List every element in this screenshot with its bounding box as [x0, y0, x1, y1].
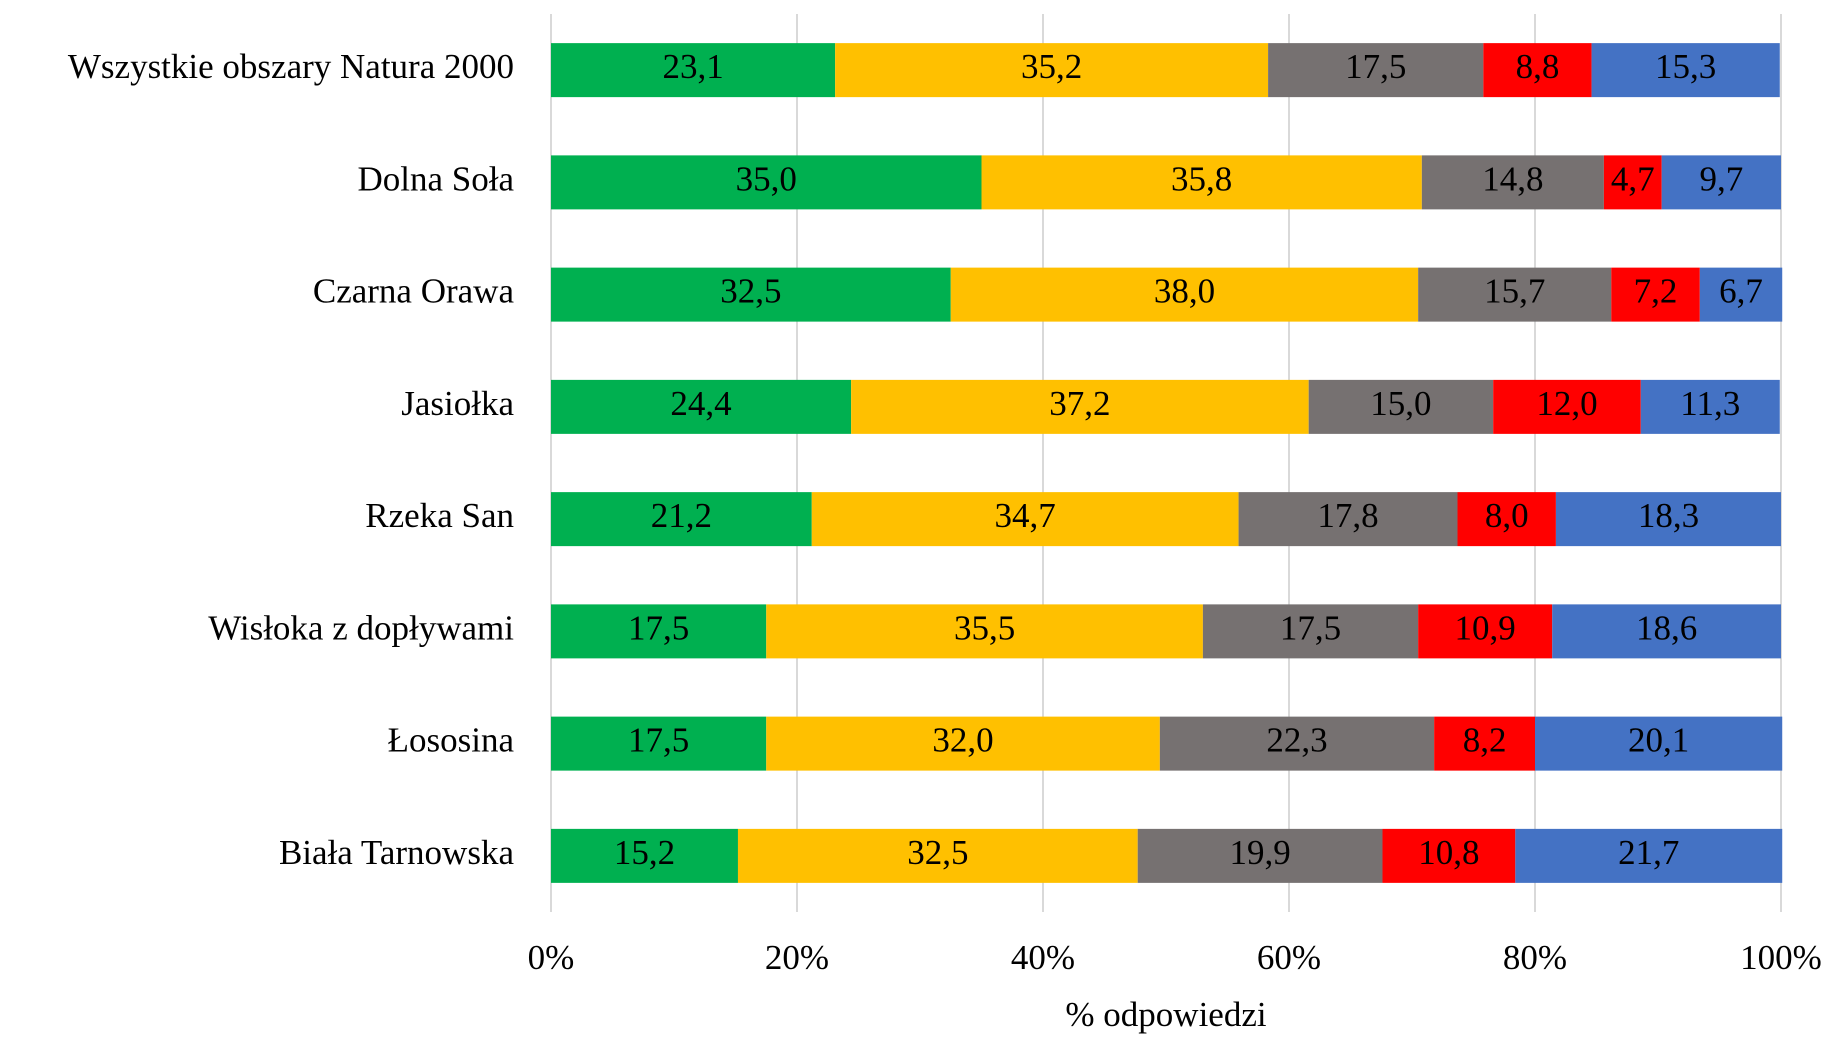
bar-segment	[551, 492, 812, 547]
bar-segment	[551, 716, 767, 771]
data-label: 19,9	[1229, 833, 1290, 872]
y-tick-label: Rzeka San	[365, 496, 514, 535]
y-tick-label: Biała Tarnowska	[279, 833, 515, 872]
bar-segment	[551, 155, 982, 210]
bar-segment	[1611, 267, 1700, 322]
data-label: 7,2	[1634, 272, 1678, 311]
data-label: 14,8	[1482, 159, 1543, 198]
data-label: 17,5	[1280, 608, 1341, 647]
data-label: 8,0	[1485, 496, 1529, 535]
bar-segment	[1137, 828, 1383, 883]
bar-segment	[1382, 828, 1516, 883]
bar-segment	[1483, 43, 1592, 98]
bar-segment	[551, 379, 852, 434]
data-label: 15,7	[1484, 272, 1545, 311]
data-label: 24,4	[670, 384, 731, 423]
data-label: 17,8	[1317, 496, 1378, 535]
bar-segment	[1555, 492, 1781, 547]
x-tick-label: 80%	[1503, 938, 1567, 977]
bar-segment	[1202, 604, 1419, 659]
bar-segment	[1699, 267, 1783, 322]
data-label: 38,0	[1154, 272, 1215, 311]
bar-segment	[1434, 716, 1535, 771]
y-tick-label: Jasiołka	[401, 384, 514, 423]
bar-segment	[1552, 604, 1781, 659]
data-label: 8,2	[1463, 721, 1507, 760]
bar-segment	[1418, 267, 1612, 322]
data-label: 8,8	[1516, 47, 1560, 86]
data-label: 20,1	[1628, 721, 1689, 760]
bar-segment	[737, 828, 1138, 883]
y-tick-label: Czarna Orawa	[313, 272, 515, 311]
bar-segment	[1268, 43, 1484, 98]
data-label: 35,8	[1171, 159, 1232, 198]
bar-segment	[1421, 155, 1604, 210]
bar-segment	[981, 155, 1422, 210]
data-label: 32,5	[907, 833, 968, 872]
data-label: 4,7	[1611, 159, 1655, 198]
bar-segment	[1661, 155, 1781, 210]
bar-segment	[1457, 492, 1556, 547]
data-label: 32,5	[720, 272, 781, 311]
data-label: 9,7	[1699, 159, 1743, 198]
bar-segment	[835, 43, 1269, 98]
data-label: 18,6	[1636, 608, 1697, 647]
bar-segment	[551, 828, 738, 883]
data-label: 37,2	[1049, 384, 1110, 423]
data-label: 15,3	[1655, 47, 1716, 86]
y-tick-label: Wszystkie obszary Natura 2000	[68, 47, 514, 86]
data-label: 32,0	[932, 721, 993, 760]
data-label: 35,2	[1021, 47, 1082, 86]
x-tick-label: 60%	[1257, 938, 1321, 977]
bar-segment	[1493, 379, 1641, 434]
data-label: 10,8	[1418, 833, 1479, 872]
data-label: 10,9	[1455, 608, 1516, 647]
data-label: 17,5	[1345, 47, 1406, 86]
data-label: 35,5	[954, 608, 1015, 647]
bar-segment	[1591, 43, 1780, 98]
bar-segment	[1535, 716, 1783, 771]
y-tick-label: Łososina	[388, 721, 515, 760]
bar-segment	[950, 267, 1419, 322]
data-label: 12,0	[1536, 384, 1597, 423]
bar-segment	[1238, 492, 1458, 547]
bar-segment	[1418, 604, 1553, 659]
x-tick-label: 40%	[1011, 938, 1075, 977]
data-label: 35,0	[736, 159, 797, 198]
data-label: 21,7	[1618, 833, 1679, 872]
y-tick-label: Wisłoka z dopływami	[208, 608, 514, 647]
data-label: 6,7	[1719, 272, 1763, 311]
bar-segment	[766, 604, 1203, 659]
x-axis-label: % odpowiedzi	[1065, 995, 1266, 1034]
bar-segment	[851, 379, 1309, 434]
data-label: 17,5	[628, 608, 689, 647]
bar-segment	[1159, 716, 1435, 771]
data-label: 23,1	[662, 47, 723, 86]
data-label: 15,0	[1370, 384, 1431, 423]
bar-segment	[551, 43, 836, 98]
bar-segment	[1515, 828, 1783, 883]
bar-segment	[551, 267, 951, 322]
data-label: 15,2	[614, 833, 675, 872]
data-label: 21,2	[651, 496, 712, 535]
x-tick-label: 20%	[765, 938, 829, 977]
bar-segment	[766, 716, 1160, 771]
data-label: 11,3	[1680, 384, 1740, 423]
x-tick-label: 100%	[1740, 938, 1822, 977]
bar-segment	[1640, 379, 1780, 434]
x-tick-label: 0%	[528, 938, 575, 977]
data-label: 17,5	[628, 721, 689, 760]
data-label: 18,3	[1638, 496, 1699, 535]
bar-segment	[551, 604, 767, 659]
data-label: 34,7	[995, 496, 1056, 535]
bar-segment	[811, 492, 1239, 547]
y-tick-label: Dolna Soła	[357, 159, 514, 198]
bar-segment	[1308, 379, 1494, 434]
bar-segment	[1603, 155, 1662, 210]
data-label: 22,3	[1266, 721, 1327, 760]
